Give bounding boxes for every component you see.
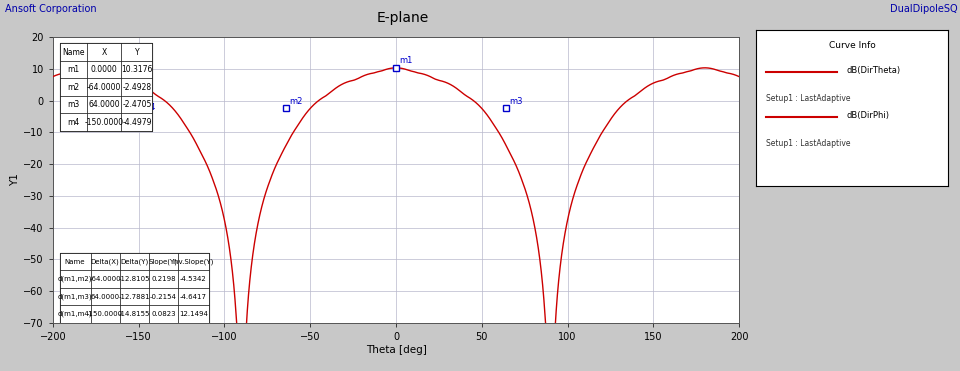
Bar xyxy=(60,288,90,305)
Text: X: X xyxy=(102,48,107,57)
Bar xyxy=(90,253,120,270)
Text: dB(DirPhi): dB(DirPhi) xyxy=(847,111,890,120)
Text: m3: m3 xyxy=(509,97,523,106)
Text: m2: m2 xyxy=(290,97,303,106)
Text: 64.0000: 64.0000 xyxy=(90,293,120,300)
Bar xyxy=(90,270,120,288)
Text: Delta(Y): Delta(Y) xyxy=(120,259,149,265)
Text: -12.8105: -12.8105 xyxy=(119,276,150,282)
Text: -2.4928: -2.4928 xyxy=(122,83,152,92)
Bar xyxy=(60,43,87,61)
Bar xyxy=(178,305,209,323)
Bar xyxy=(87,78,121,96)
Bar xyxy=(120,270,149,288)
Text: E-plane: E-plane xyxy=(377,11,429,25)
Bar xyxy=(121,61,153,78)
Text: m1: m1 xyxy=(399,56,413,65)
Bar xyxy=(60,253,209,323)
Text: Slope(Y): Slope(Y) xyxy=(149,259,178,265)
Text: Curve Info: Curve Info xyxy=(829,40,876,50)
Text: dB(DirTheta): dB(DirTheta) xyxy=(847,66,900,75)
Text: d(m1,m2): d(m1,m2) xyxy=(58,276,92,282)
Bar xyxy=(121,43,153,61)
Text: -0.2154: -0.2154 xyxy=(150,293,177,300)
Text: 0.0823: 0.0823 xyxy=(151,311,176,317)
Text: -64.0000: -64.0000 xyxy=(87,83,122,92)
Bar xyxy=(149,253,178,270)
Bar xyxy=(121,78,153,96)
Text: m4: m4 xyxy=(67,118,80,127)
Text: 12.1494: 12.1494 xyxy=(180,311,208,317)
Text: 10.3176: 10.3176 xyxy=(121,65,153,74)
Text: Name: Name xyxy=(62,48,84,57)
Bar xyxy=(87,43,121,61)
Bar xyxy=(60,61,87,78)
Text: -150.0000: -150.0000 xyxy=(87,311,123,317)
Text: 0.2198: 0.2198 xyxy=(151,276,176,282)
Text: d(m1,m4): d(m1,m4) xyxy=(58,311,92,317)
Text: Y: Y xyxy=(134,48,139,57)
Bar xyxy=(121,113,153,131)
Bar xyxy=(60,43,153,131)
Bar xyxy=(149,270,178,288)
Bar xyxy=(149,305,178,323)
Bar xyxy=(60,96,87,113)
Bar xyxy=(178,270,209,288)
Text: m4: m4 xyxy=(142,103,156,112)
Text: -64.0000: -64.0000 xyxy=(89,276,121,282)
Text: Inv.Slope(Y): Inv.Slope(Y) xyxy=(173,259,214,265)
Text: Setup1 : LastAdaptive: Setup1 : LastAdaptive xyxy=(766,139,851,148)
Bar xyxy=(87,113,121,131)
Text: 64.0000: 64.0000 xyxy=(88,100,120,109)
Y-axis label: Y1: Y1 xyxy=(11,174,20,186)
Text: m3: m3 xyxy=(67,100,80,109)
Bar xyxy=(87,96,121,113)
Text: -14.8155: -14.8155 xyxy=(119,311,150,317)
Bar xyxy=(60,305,90,323)
Text: 0.0000: 0.0000 xyxy=(91,65,118,74)
Bar xyxy=(121,96,153,113)
Text: m1: m1 xyxy=(67,65,80,74)
Bar xyxy=(90,305,120,323)
Bar xyxy=(149,288,178,305)
Bar xyxy=(60,78,87,96)
Text: -150.0000: -150.0000 xyxy=(84,118,124,127)
X-axis label: Theta [deg]: Theta [deg] xyxy=(366,345,426,355)
Text: -4.5342: -4.5342 xyxy=(180,276,207,282)
Text: d(m1,m3): d(m1,m3) xyxy=(58,293,92,300)
Text: Ansoft Corporation: Ansoft Corporation xyxy=(5,4,96,14)
Text: -4.6417: -4.6417 xyxy=(180,293,207,300)
Bar xyxy=(90,288,120,305)
Text: m2: m2 xyxy=(67,83,80,92)
Text: Setup1 : LastAdaptive: Setup1 : LastAdaptive xyxy=(766,93,851,102)
Text: -2.4705: -2.4705 xyxy=(122,100,152,109)
Bar xyxy=(178,288,209,305)
Bar xyxy=(87,61,121,78)
Text: DualDipoleSQ: DualDipoleSQ xyxy=(891,4,958,14)
Text: -4.4979: -4.4979 xyxy=(122,118,152,127)
Bar xyxy=(120,288,149,305)
Bar xyxy=(120,253,149,270)
Bar xyxy=(120,305,149,323)
Bar xyxy=(178,253,209,270)
Bar xyxy=(60,113,87,131)
Text: Name: Name xyxy=(65,259,85,265)
Text: -12.7881: -12.7881 xyxy=(118,293,150,300)
Bar xyxy=(60,253,90,270)
Text: Delta(X): Delta(X) xyxy=(91,259,119,265)
Bar xyxy=(60,270,90,288)
